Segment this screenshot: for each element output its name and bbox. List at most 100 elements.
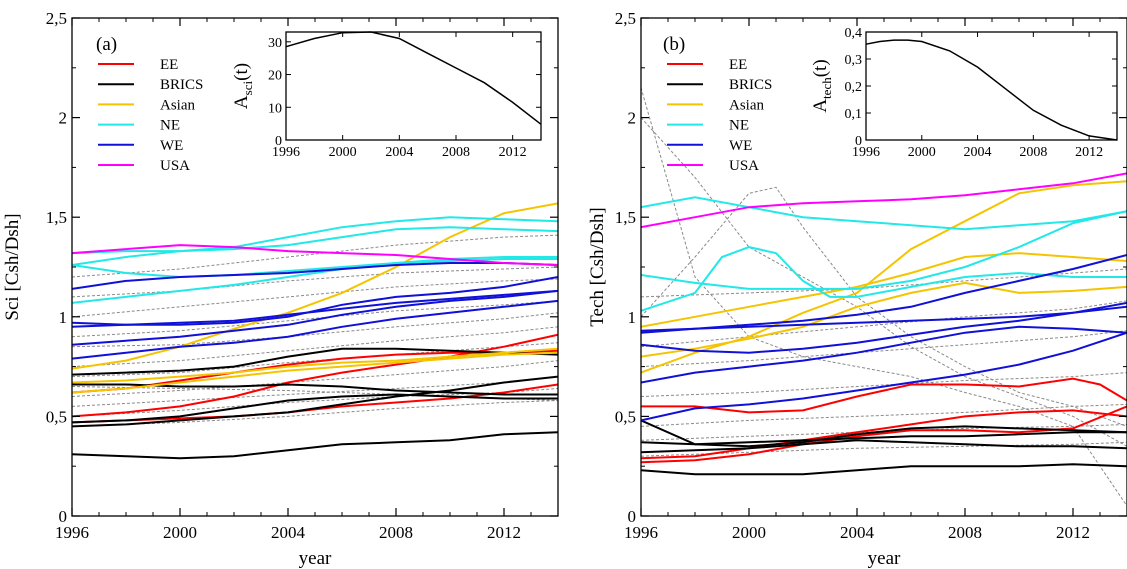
other-country-line-10 [72, 400, 558, 427]
inset-x-tick-label: 2012 [499, 145, 527, 160]
other-country-line-3 [641, 186, 1127, 427]
inset-x-tick-label: 2000 [908, 145, 936, 160]
series-line-we-19 [72, 299, 558, 360]
series-line-brics-5 [72, 393, 558, 424]
inset-x-tick-label: 1996 [272, 145, 300, 160]
series-line-we-20 [72, 289, 558, 328]
series-line-asian-9 [641, 252, 1127, 328]
other-country-line-2 [641, 117, 1127, 447]
inset-curve [865, 39, 1118, 141]
inset-y-label-main: A [231, 95, 252, 109]
series-line-brics-4 [641, 463, 1127, 476]
x-tick-label: 2004 [840, 523, 875, 542]
inset-frame [285, 31, 542, 141]
series-line-we-18 [72, 289, 558, 346]
inset-x-tick-label: 2012 [1075, 145, 1103, 160]
inset-y-tick-label: 10 [268, 101, 282, 116]
series-line-asian-9 [72, 202, 558, 370]
x-tick-label: 2012 [487, 523, 521, 542]
series-line-ne-12 [641, 246, 1127, 312]
series-line-ne-13 [72, 226, 558, 255]
x-tick-label: 2000 [163, 523, 197, 542]
y-tick-label: 0,5 [46, 407, 67, 426]
series-line-usa-19 [641, 172, 1127, 229]
series-line-we-16 [641, 325, 1127, 384]
y-tick-label: 0,5 [615, 407, 636, 426]
series-line-brics-6 [641, 431, 1127, 446]
y-tick-label: 0 [59, 507, 68, 526]
inset-y-axis-label: Asci(t) [231, 63, 255, 109]
y-axis-label: Tech [Csh/Dsh] [587, 207, 608, 327]
series-line-brics-4 [72, 431, 558, 460]
legend-label-we: WE [729, 138, 752, 154]
panel-a: 1996 2000 2004 2008 2012 0 0,5 1 1,5 2 2,5 year Sci … [2, 9, 559, 569]
y-tick-label: 1,5 [46, 208, 67, 227]
series-line-ne-15 [72, 256, 558, 304]
y-axis-label: Sci [Csh/Dsh] [2, 213, 23, 320]
series-line-we-16 [72, 262, 558, 290]
panel-b: 1996 2000 2004 2008 2012 0 0,5 1 1,5 2 2,5 year Tech… [587, 9, 1127, 569]
series-line-brics-5 [641, 419, 1127, 448]
other-country-line-8 [641, 403, 1127, 427]
legend-label-ne: NE [729, 118, 749, 134]
series-line-usa-21 [72, 244, 558, 266]
inset-y-label-arg: (t) [231, 63, 252, 81]
series-line-brics-8 [72, 375, 558, 428]
series-line-ee-2 [641, 409, 1127, 460]
series-line-ne-12 [72, 216, 558, 266]
inset-x-tick-label: 2004 [964, 145, 992, 160]
inset-y-tick-label: 0,4 [845, 26, 863, 41]
legend-label-we: WE [160, 138, 183, 154]
other-country-line-7 [72, 360, 558, 397]
inset-x-tick-label: 2008 [442, 145, 470, 160]
inset-y-tick-label: 30 [268, 36, 282, 51]
inset-x-tick-label: 2000 [329, 145, 357, 160]
inset-background [286, 32, 541, 140]
other-country-line-5 [72, 326, 558, 368]
plot-area [641, 87, 1127, 507]
series-line-asian-11 [72, 351, 558, 394]
panel-label: (b) [663, 34, 685, 55]
inset-y-tick-label: 0,2 [845, 80, 863, 95]
series-line-we-15 [641, 301, 1127, 354]
other-country-line-5 [641, 300, 1127, 348]
inset-y-label-subscript: sci [240, 80, 255, 95]
legend-label-asian: Asian [160, 97, 195, 113]
x-tick-label: 2008 [379, 523, 413, 542]
inset-y-tick-label: 0 [855, 134, 862, 149]
series-line-ee-1 [641, 377, 1127, 414]
inset-chart: 1996 2000 2004 2008 2012 0 10 20 30 Asci(t) [231, 31, 542, 160]
y-tick-label: 2 [59, 109, 68, 128]
y-tick-label: 2,5 [46, 9, 67, 28]
inset-y-axis-label: Atech(t) [810, 59, 834, 112]
inset-x-tick-label: 2004 [385, 145, 413, 160]
x-tick-label: 2004 [271, 523, 306, 542]
inset-y-tick-label: 20 [268, 69, 282, 84]
series-line-ne-11 [641, 196, 1127, 231]
other-country-line-7 [641, 372, 1127, 397]
series-line-asian-10 [72, 347, 558, 384]
y-tick-label: 1 [628, 308, 637, 327]
inset-y-tick-label: 0,3 [845, 53, 863, 68]
x-axis-label: year [868, 548, 901, 569]
legend-label-ee: EE [729, 57, 747, 73]
inset-chart: 1996 2000 2004 2008 2012 0 0,1 0,2 0,3 0,4 Atech(t… [810, 26, 1118, 160]
plot-area [72, 202, 558, 460]
y-tick-label: 1,5 [615, 208, 636, 227]
series-line-ee-3 [72, 383, 558, 424]
x-axis-label: year [299, 548, 332, 569]
inset-y-tick-label: 0,1 [845, 107, 863, 122]
inset-y-label-arg: (t) [810, 59, 831, 77]
y-tick-label: 1 [59, 308, 68, 327]
other-country-line-10 [641, 441, 1127, 457]
legend-label-asian: Asian [729, 97, 764, 113]
x-tick-label: 2012 [1056, 523, 1090, 542]
series-line-ne-13 [641, 210, 1127, 290]
legend-label-brics: BRICS [729, 77, 772, 93]
x-tick-label: 1996 [624, 523, 658, 542]
series-line-asian-8 [641, 180, 1127, 374]
legend: EE BRICS Asian NE WE USA [667, 57, 772, 174]
legend-label-ne: NE [160, 118, 180, 134]
series-line-brics-7 [72, 347, 558, 376]
